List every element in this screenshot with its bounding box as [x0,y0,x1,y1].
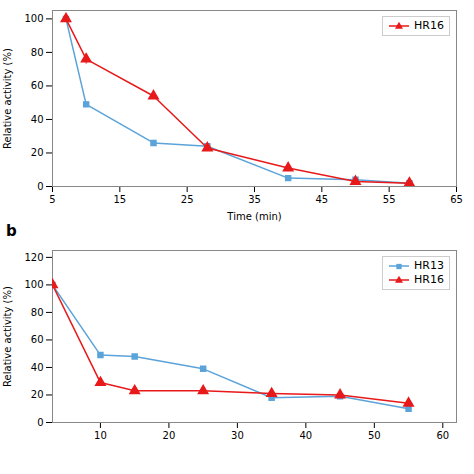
svg-text:0: 0 [37,417,43,428]
html-text:HR13: HR13 [414,259,444,272]
svg-text:65: 65 [450,194,463,205]
svg-text:20: 20 [31,147,44,158]
svg-text:60: 60 [436,430,449,441]
svg-text:60: 60 [31,80,44,91]
html-text:HR16: HR16 [414,273,444,286]
svg-text:15: 15 [113,194,126,205]
svg-text:5: 5 [49,194,55,205]
html-text:HR16: HR16 [414,19,444,32]
svg-text:30: 30 [231,430,244,441]
svg-text:Time (min): Time (min) [226,211,281,222]
svg-text:25: 25 [181,194,194,205]
svg-text:100: 100 [24,13,43,24]
svg-text:120: 120 [24,252,43,263]
svg-text:Relative activity (%): Relative activity (%) [2,48,13,149]
svg-text:50: 50 [368,430,381,441]
html-text:b: b [6,222,17,240]
svg-text:60: 60 [31,334,44,345]
svg-text:55: 55 [383,194,396,205]
svg-text:Relative activity (%): Relative activity (%) [2,286,13,387]
svg-text:40: 40 [31,362,44,373]
svg-text:20: 20 [31,389,44,400]
svg-text:45: 45 [315,194,328,205]
svg-text:40: 40 [299,430,312,441]
svg-text:80: 80 [31,307,44,318]
svg-text:20: 20 [163,430,176,441]
svg-text:35: 35 [248,194,261,205]
svg-text:80: 80 [31,47,44,58]
svg-text:0: 0 [37,181,43,192]
svg-text:10: 10 [94,430,107,441]
svg-text:100: 100 [24,279,43,290]
svg-text:40: 40 [31,114,44,125]
